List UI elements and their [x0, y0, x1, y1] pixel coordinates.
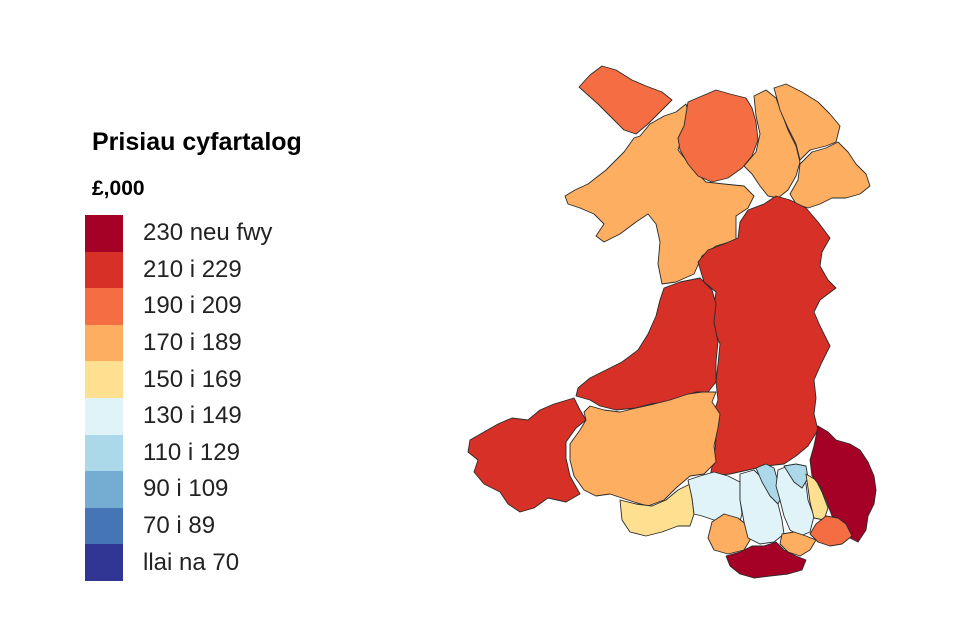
region-monmouthshire	[809, 425, 877, 543]
legend-item: 70 i 89	[85, 507, 302, 545]
region-ceredigion	[575, 277, 719, 411]
region-pembrokeshire	[467, 397, 587, 513]
legend-swatch	[85, 361, 123, 398]
legend-swatch	[85, 434, 123, 472]
legend-label: 130 i 149	[143, 402, 242, 430]
legend-swatch	[85, 507, 123, 545]
legend-label: llai na 70	[143, 548, 240, 576]
region-powys	[697, 195, 837, 477]
legend-item: 230 neu fwy	[85, 215, 302, 252]
region-flintshire	[773, 83, 841, 161]
legend-item: 210 i 229	[85, 251, 302, 289]
region-wrexham	[789, 141, 871, 209]
region-vale-of-glamorgan	[725, 541, 807, 579]
legend-list: 230 neu fwy 210 i 229 190 i 209 170 i 189 15…	[85, 215, 302, 581]
legend-unit: £,000	[92, 177, 145, 200]
legend-item: 130 i 149	[85, 397, 302, 435]
legend-swatch	[85, 288, 123, 325]
legend-swatch	[85, 215, 123, 252]
region-bridgend	[707, 513, 751, 555]
region-carmarthenshire	[569, 391, 721, 507]
legend-label: 170 i 189	[143, 329, 242, 357]
region-cardiff	[779, 531, 817, 557]
legend-item: 110 i 129	[85, 434, 302, 472]
legend-item: llai na 70	[85, 544, 302, 581]
legend-item: 190 i 209	[85, 288, 302, 325]
legend-label: 190 i 209	[143, 292, 242, 320]
legend-item: 90 i 109	[85, 471, 302, 508]
legend-item: 170 i 189	[85, 324, 302, 362]
legend-swatch	[85, 251, 123, 289]
region-newport	[809, 515, 853, 547]
legend-label: 110 i 129	[143, 438, 240, 466]
legend-label: 70 i 89	[143, 512, 216, 540]
legend-label: 150 i 169	[143, 365, 242, 393]
region-isle-of-anglesey	[578, 65, 673, 135]
legend-title: Prisiau cyfartalog	[92, 128, 302, 156]
map-legend: Prisiau cyfartalog £,000 230 neu fwy 210 …	[85, 128, 302, 581]
legend-swatch	[85, 471, 123, 508]
legend-label: 210 i 229	[143, 255, 242, 283]
legend-label: 90 i 109	[143, 475, 229, 503]
legend-label: 230 neu fwy	[143, 219, 273, 247]
legend-swatch	[85, 544, 123, 581]
legend-item: 150 i 169	[85, 361, 302, 398]
legend-swatch	[85, 397, 123, 435]
legend-swatch	[85, 324, 123, 362]
region-gwynedd	[564, 103, 755, 285]
